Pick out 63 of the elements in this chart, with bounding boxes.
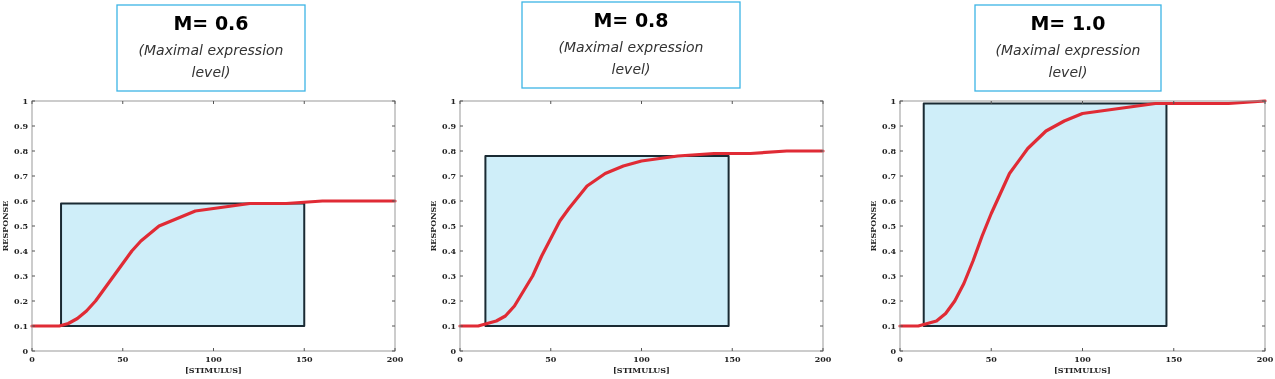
y-tick-label: 0.2: [442, 295, 456, 306]
y-axis-title: RESPONSE: [868, 200, 878, 252]
y-tick-label: 0.4: [882, 245, 897, 256]
y-axis-title: RESPONSE: [0, 200, 10, 252]
y-tick-label: 1: [22, 95, 28, 106]
y-tick-label: 0.4: [14, 245, 29, 256]
y-tick-label: 0.6: [442, 195, 457, 206]
x-tick-label: 150: [723, 354, 742, 364]
line-series: [458, 149, 825, 328]
y-tick-label: 1: [450, 95, 456, 106]
y-tick-label: 0.7: [882, 170, 896, 181]
y-tick-label: 0.8: [882, 145, 897, 156]
chart-subtitle: (Maximal expression level): [138, 42, 284, 80]
x-tick-label: 150: [1165, 354, 1183, 364]
x-axis-title: [STIMULUS]: [613, 365, 670, 375]
y-tick-label: 0.3: [442, 270, 457, 281]
x-tick-label: 100: [1074, 354, 1092, 364]
y-tick-label: 0: [22, 345, 29, 356]
y-tick-label: 0.3: [14, 270, 29, 281]
y-tick-label: 0.9: [882, 120, 897, 131]
chart-subtitle: (Maximal expression level): [558, 39, 704, 77]
y-tick-label: 0.5: [882, 220, 896, 231]
y-tick-label: 0.1: [882, 320, 896, 331]
x-tick-label: 200: [814, 354, 832, 364]
y-tick-label: 0.6: [14, 195, 29, 206]
y-tick-label: 0: [450, 345, 457, 356]
y-tick-label: 0.2: [882, 295, 896, 306]
y-tick-label: 0.3: [882, 270, 897, 281]
x-tick-label: 100: [633, 354, 651, 364]
y-tick-label: 0.5: [14, 220, 28, 231]
x-tick-label: 150: [295, 354, 314, 364]
x-tick-label: 0: [29, 354, 36, 364]
chart-title: M= 0.6: [173, 12, 249, 34]
line-series: [898, 99, 1267, 328]
y-tick-label: 0.8: [14, 145, 29, 156]
y-tick-label: 0.1: [14, 320, 28, 331]
y-tick-label: 0.2: [14, 295, 28, 306]
x-tick-label: 50: [545, 354, 557, 364]
x-tick-label: 200: [1256, 354, 1274, 364]
x-tick-label: 0: [457, 354, 464, 364]
x-axis-title: [STIMULUS]: [1054, 365, 1111, 375]
chart-title: M= 1.0: [1030, 12, 1106, 34]
x-tick-label: 50: [117, 354, 129, 364]
y-tick-label: 0.9: [442, 120, 457, 131]
y-axis-title: RESPONSE: [428, 200, 438, 252]
y-tick-label: 0.4: [442, 245, 457, 256]
y-tick-label: 0.7: [442, 170, 456, 181]
chart-title: M= 0.8: [593, 9, 669, 31]
y-tick-label: 1: [890, 95, 896, 106]
y-tick-label: 0.8: [442, 145, 457, 156]
x-axis-title: [STIMULUS]: [185, 365, 242, 375]
chart-subtitle: (Maximal expression level): [995, 42, 1141, 80]
x-tick-label: 100: [205, 354, 223, 364]
x-tick-label: 200: [386, 354, 404, 364]
y-tick-label: 0.6: [882, 195, 897, 206]
line-series: [30, 199, 397, 328]
y-tick-label: 0.7: [14, 170, 28, 181]
x-tick-label: 0: [897, 354, 904, 364]
y-tick-label: 0.5: [442, 220, 456, 231]
y-tick-label: 0.1: [442, 320, 456, 331]
y-tick-label: 0: [890, 345, 897, 356]
x-tick-label: 50: [985, 354, 998, 364]
y-tick-label: 0.9: [14, 120, 29, 131]
